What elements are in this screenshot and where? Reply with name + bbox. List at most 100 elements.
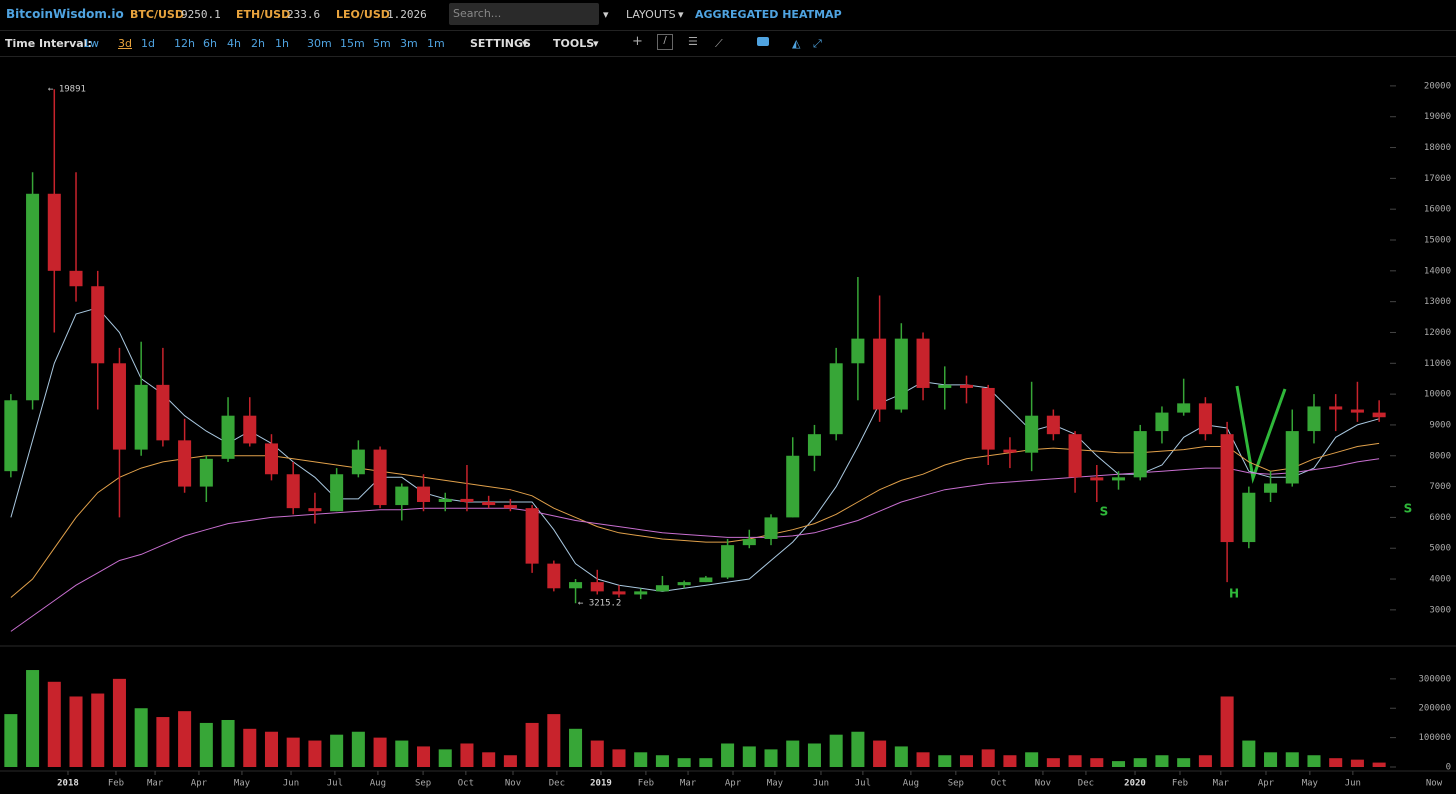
volume-bar bbox=[482, 752, 496, 767]
crosshair-tool[interactable]: + bbox=[632, 34, 643, 49]
interval[interactable]: 2h bbox=[251, 37, 265, 50]
candle-body bbox=[1046, 415, 1060, 435]
line-tool[interactable]: / bbox=[657, 34, 673, 50]
camera-button[interactable] bbox=[757, 37, 769, 46]
moving-average bbox=[10, 307, 1380, 592]
volume-bar bbox=[1046, 758, 1060, 767]
x-tick-label: Apr bbox=[725, 779, 742, 789]
candle-body bbox=[981, 387, 995, 450]
y-tick-label: 300000 bbox=[1418, 674, 1451, 684]
volume-bar bbox=[1198, 755, 1212, 767]
y-tick-label: 17000 bbox=[1424, 174, 1451, 184]
candle-body bbox=[395, 486, 409, 506]
candle-body bbox=[286, 474, 300, 509]
volume-bar bbox=[243, 728, 257, 767]
x-tick-label: Mar bbox=[147, 779, 164, 789]
ticker-pair[interactable]: LEO/USD bbox=[336, 8, 390, 21]
candle-body bbox=[1003, 449, 1017, 453]
annotation: H bbox=[1229, 587, 1239, 601]
hline-tool[interactable]: ☰ bbox=[688, 35, 698, 48]
fib-tool[interactable]: ⟋ bbox=[715, 37, 723, 50]
y-tick-label: 14000 bbox=[1424, 266, 1451, 276]
interval[interactable]: 1h bbox=[275, 37, 289, 50]
volume-bar bbox=[1025, 752, 1039, 767]
volume-bar bbox=[959, 755, 973, 767]
candle-body bbox=[590, 582, 604, 592]
interval[interactable]: 12h bbox=[174, 37, 195, 50]
candle-body bbox=[221, 415, 235, 459]
interval[interactable]: 1d bbox=[141, 37, 155, 50]
candle-body bbox=[916, 338, 930, 388]
volume-bar bbox=[286, 737, 300, 767]
volume-bar bbox=[91, 693, 105, 767]
interval[interactable]: 4h bbox=[227, 37, 241, 50]
volume-bar bbox=[851, 731, 865, 767]
heatmap-link[interactable]: AGGREGATED HEATMAP bbox=[695, 8, 842, 21]
interval[interactable]: 5m bbox=[373, 37, 391, 50]
x-tick-label: Jun bbox=[1345, 779, 1361, 789]
candle-body bbox=[829, 363, 843, 435]
x-tick-label: Oct bbox=[991, 779, 1007, 789]
candle-body bbox=[438, 498, 452, 502]
search-box[interactable]: Search... bbox=[449, 3, 599, 25]
candle-body bbox=[26, 193, 40, 401]
volume-bar bbox=[677, 758, 691, 767]
logo[interactable]: BitcoinWisdom.io bbox=[6, 7, 124, 21]
layouts-menu[interactable]: LAYOUTS bbox=[626, 8, 676, 21]
candle-body bbox=[460, 498, 474, 502]
volume-bar bbox=[612, 749, 626, 767]
ticker-pair[interactable]: ETH/USD bbox=[236, 8, 291, 21]
volume-bar bbox=[721, 743, 735, 767]
candle-body bbox=[134, 384, 148, 450]
interval[interactable]: 3d bbox=[118, 37, 132, 50]
dropdown-arrow[interactable]: ▾ bbox=[603, 8, 609, 21]
candle-body bbox=[1112, 477, 1126, 481]
x-tick-label: Apr bbox=[191, 779, 208, 789]
volume-bar bbox=[873, 740, 887, 767]
ticker-pair[interactable]: BTC/USD bbox=[130, 8, 184, 21]
interval[interactable]: 1w bbox=[83, 37, 99, 50]
y-tick-label: 200000 bbox=[1418, 704, 1451, 714]
volume-bar bbox=[1242, 740, 1256, 767]
candle-body bbox=[482, 501, 496, 506]
x-tick-label: Feb bbox=[1172, 779, 1188, 789]
alert-button[interactable]: ◭ bbox=[792, 37, 801, 50]
dropdown-arrow[interactable]: ▾ bbox=[678, 8, 684, 21]
candle-body bbox=[178, 440, 192, 487]
candle-body bbox=[351, 449, 365, 475]
y-tick-label: 3000 bbox=[1429, 605, 1451, 615]
candle-body bbox=[4, 400, 18, 472]
ticker-price: 1.2026 bbox=[387, 8, 427, 21]
x-tick-label: Sep bbox=[415, 779, 431, 789]
dropdown-arrow[interactable]: ▾ bbox=[522, 37, 528, 50]
candle-body bbox=[1177, 403, 1191, 413]
tools-menu[interactable]: TOOLS bbox=[553, 37, 595, 50]
interval[interactable]: 30m bbox=[307, 37, 332, 50]
volume-bar bbox=[1350, 759, 1364, 767]
y-tick-label: 6000 bbox=[1429, 513, 1451, 523]
interval[interactable]: 1m bbox=[427, 37, 445, 50]
interval[interactable]: 15m bbox=[340, 37, 365, 50]
x-tick-label: 2018 bbox=[57, 779, 79, 789]
volume-bar bbox=[1090, 758, 1104, 767]
fullscreen-button[interactable]: ⤢ bbox=[813, 37, 822, 50]
candle-body bbox=[764, 517, 778, 539]
candle-body bbox=[547, 563, 561, 589]
interval[interactable]: 3m bbox=[400, 37, 418, 50]
volume-bar bbox=[547, 714, 561, 767]
volume-bar bbox=[655, 755, 669, 767]
dropdown-arrow[interactable]: ▾ bbox=[593, 37, 599, 50]
x-tick-label: Jul bbox=[327, 779, 343, 789]
x-tick-label: May bbox=[1302, 779, 1319, 789]
y-tick-label: 19000 bbox=[1424, 112, 1451, 122]
annotation: S bbox=[1100, 505, 1109, 519]
volume-bar bbox=[4, 714, 18, 767]
settings-menu[interactable]: SETTINGS bbox=[470, 37, 531, 50]
y-tick-label: 20000 bbox=[1424, 81, 1451, 91]
volume-bar bbox=[112, 678, 126, 767]
y-tick-label: 5000 bbox=[1429, 544, 1451, 554]
candle-body bbox=[721, 545, 735, 578]
interval[interactable]: 6h bbox=[203, 37, 217, 50]
volume-bar bbox=[1264, 752, 1278, 767]
